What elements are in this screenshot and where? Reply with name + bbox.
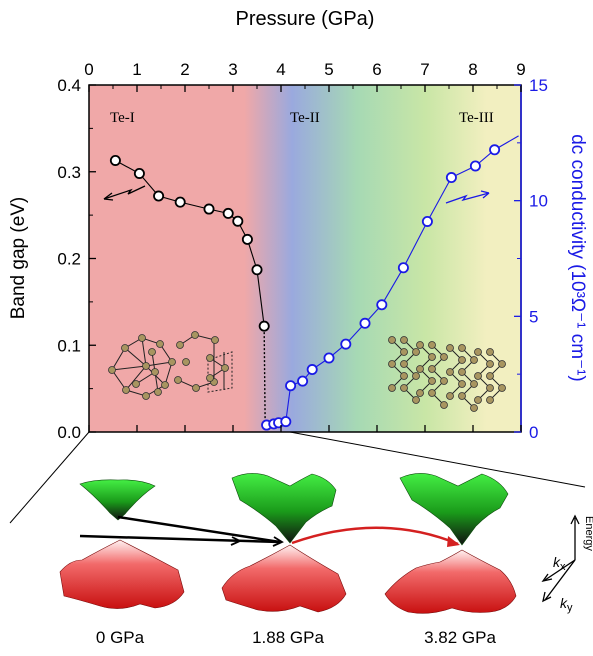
band-gap-line xyxy=(115,160,265,327)
y-left-tick-label: 0.4 xyxy=(57,76,81,95)
y-left-tick-label: 0.3 xyxy=(57,163,81,182)
band-gap-point xyxy=(109,154,121,166)
conductivity-point xyxy=(376,299,388,311)
red-arrow-head xyxy=(447,536,460,547)
conductivity-point xyxy=(359,317,371,329)
left-axis-title: Band gap (eV) xyxy=(8,197,29,320)
conductivity-point xyxy=(469,160,481,172)
x-tick-label: 9 xyxy=(516,60,525,79)
valence-band-icon xyxy=(384,549,517,614)
band-gap-point xyxy=(258,320,270,332)
x-tick-label: 7 xyxy=(420,60,429,79)
band-gap-point xyxy=(232,215,244,227)
y-right-tick-label: 0 xyxy=(529,423,538,442)
band-gap-point xyxy=(174,196,186,208)
kx-axis-label: kx xyxy=(553,554,566,573)
phase-label-te3: Te-III xyxy=(459,110,494,126)
band-diagram-0gpa xyxy=(59,479,185,609)
conductivity-point xyxy=(489,144,501,156)
valence-band-icon xyxy=(221,544,347,613)
pressure-label-3-82gpa: 3.82 GPa xyxy=(424,628,496,647)
x-tick-label: 3 xyxy=(228,60,237,79)
data-markers xyxy=(109,144,501,431)
band-diagram-3-82gpa xyxy=(384,473,517,614)
conductivity-point xyxy=(306,364,318,376)
x-tick-label: 6 xyxy=(372,60,381,79)
energy-axis-label: Energy xyxy=(583,516,593,551)
conductivity-point xyxy=(323,352,335,364)
y-right-tick-label: 5 xyxy=(529,307,538,326)
conductivity-point xyxy=(445,172,457,184)
valence-band-icon xyxy=(59,539,185,609)
y-left-tick-label: 0.2 xyxy=(57,250,81,269)
band-transition-arrows xyxy=(79,515,284,547)
conduction-band-icon xyxy=(79,479,156,521)
band-gap-point xyxy=(133,167,145,179)
band-gap-point xyxy=(241,233,253,245)
energy-momentum-axes-icon xyxy=(541,514,580,603)
x-tick-label: 8 xyxy=(468,60,477,79)
te1-atoms xyxy=(108,331,229,400)
conductivity-point xyxy=(421,215,433,227)
pressure-label-0gpa: 0 GPa xyxy=(96,628,145,647)
conduction-band-icon xyxy=(231,473,337,544)
conductivity-point xyxy=(340,338,352,350)
x-tick-label: 1 xyxy=(132,60,141,79)
phase-label-te2: Te-II xyxy=(290,110,320,126)
zoom-line-left xyxy=(9,431,90,524)
conduction-band-icon xyxy=(399,473,509,546)
band-gap-point xyxy=(153,190,165,202)
conductivity-point xyxy=(285,380,297,392)
band-diagram-1-88gpa xyxy=(221,473,347,613)
right-axis-pointer-arrow xyxy=(445,190,490,204)
pressure-label-1-88gpa: 1.88 GPa xyxy=(252,628,324,647)
y-right-tick-label: 10 xyxy=(529,192,548,211)
y-right-tick-label: 15 xyxy=(529,76,548,95)
red-transition-arrow xyxy=(291,526,459,546)
x-tick-label: 4 xyxy=(276,60,285,79)
phase-label-te1: Te-I xyxy=(110,110,135,126)
zoom-line-right xyxy=(289,431,586,488)
x-tick-label: 5 xyxy=(324,60,333,79)
conductivity-point xyxy=(297,375,309,387)
ky-axis-label: ky xyxy=(560,595,573,614)
x-axis-title: Pressure (GPa) xyxy=(236,8,375,30)
te3-atoms xyxy=(388,336,506,412)
conductivity-point xyxy=(280,416,292,428)
right-axis-title: dc conductivity (10³Ω⁻¹ cm⁻¹) xyxy=(567,134,588,382)
y-left-tick-label: 0.0 xyxy=(57,423,81,442)
band-gap-point xyxy=(203,203,215,215)
x-tick-label: 0 xyxy=(84,60,93,79)
y-left-tick-label: 0.1 xyxy=(57,336,81,355)
conductivity-point xyxy=(397,262,409,274)
left-axis-pointer-arrow xyxy=(103,185,146,201)
x-tick-label: 2 xyxy=(180,60,189,79)
band-gap-point xyxy=(251,264,263,276)
band-gap-point xyxy=(222,207,234,219)
